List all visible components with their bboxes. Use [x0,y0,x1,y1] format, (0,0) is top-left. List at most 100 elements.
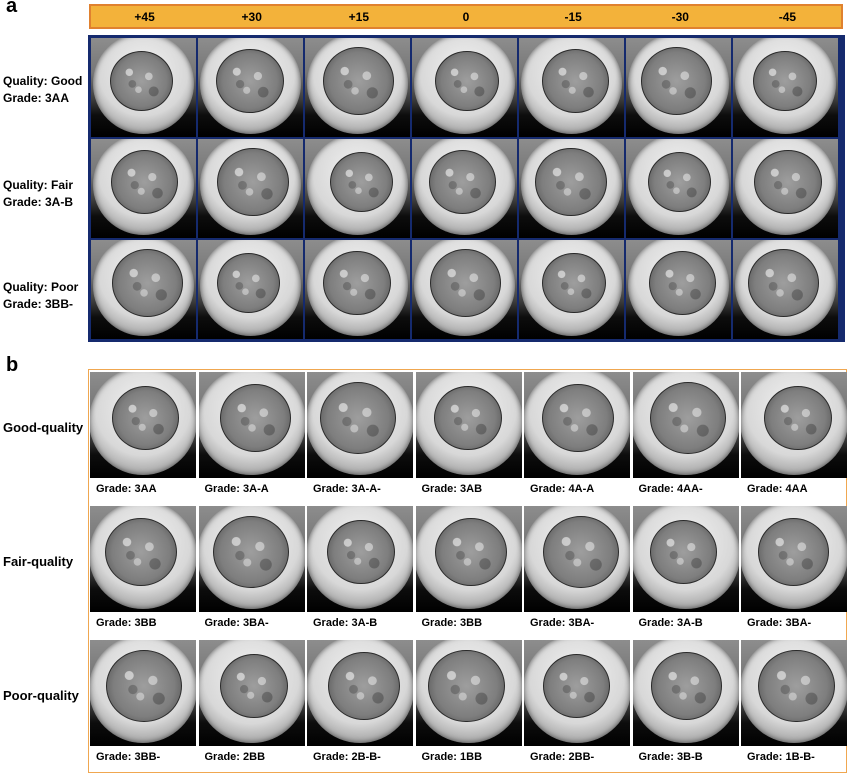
grade-cell: Grade: 2BB- [524,640,630,763]
grade-label: Grade: 3B-B [638,751,703,763]
embryo-micrograph [307,506,413,612]
embryo-micrograph [415,506,522,612]
grade-cell: Grade: 1B-B- [741,640,847,763]
row-label-good-quality: Good-quality [3,420,84,435]
row-label-fair-quality: Fair-quality [3,554,74,569]
embryo-micrograph [198,506,305,612]
grade-cell: Grade: 3A-A [198,372,305,495]
grade-cell: Grade: 3BA- [198,506,305,629]
quality-label: Quality: Fair [3,178,74,192]
embryo-micrograph [412,139,517,238]
embryo-micrograph [519,240,624,339]
grade-cell: Grade: 3AB [415,372,522,495]
embryo-micrograph [741,640,847,746]
embryo-micrograph [741,506,847,612]
grade-label: Grade: 3AA [3,91,70,105]
grade-label: Grade: 3A-B [638,617,703,629]
grade-label: Grade: 3BB- [3,297,74,311]
embryo-micrograph [90,506,196,612]
embryo-micrograph [632,640,739,746]
grade-label: Grade: 3A-B [3,195,74,209]
embryo-micrograph [198,240,303,339]
row-label-poor: Quality: Poor Grade: 3BB- [3,279,83,313]
grade-cell: Grade: 3A-B [307,506,413,629]
quality-label: Quality: Good [3,74,83,88]
embryo-micrograph [524,506,630,612]
grade-label: Grade: 1B-B- [747,751,815,763]
grade-cell: Grade: 2BB [198,640,305,763]
grade-cell: Grade: 4AA [741,372,847,495]
angle-label: +45 [134,10,155,24]
embryo-micrograph [632,372,739,478]
angle-image-grid [88,35,845,342]
embryo-micrograph [415,372,522,478]
embryo-micrograph [198,640,305,746]
embryo-micrograph [305,240,410,339]
angle-label: +15 [348,10,370,24]
row-label-fair: Quality: Fair Grade: 3A-B [3,177,83,211]
embryo-micrograph [626,38,731,137]
angle-label: -30 [671,10,689,24]
embryo-micrograph [519,38,624,137]
grade-label: Grade: 3BB [96,617,157,629]
embryo-micrograph [198,38,303,137]
grade-cell: Grade: 3A-B [632,506,739,629]
grade-cell: Grade: 3BB- [90,640,196,763]
angle-header-bar: +45 +30 +15 0 -15 -30 -45 [89,4,843,29]
embryo-micrograph [524,640,630,746]
grade-cell: Grade: 3BB [90,506,196,629]
grade-label: Grade: 3BA- [530,617,595,629]
angle-label: -15 [564,10,582,24]
embryo-micrograph [741,372,847,478]
embryo-micrograph [415,640,522,746]
grade-label: Grade: 4AA- [638,483,703,495]
grade-label: Grade: 1BB [421,751,483,763]
quality-label: Quality: Poor [3,280,79,294]
embryo-micrograph [307,640,413,746]
embryo-micrograph [626,139,731,238]
embryo-micrograph [307,372,413,478]
grade-label: Grade: 3BA- [204,617,269,629]
grade-cell: Grade: 3A-A- [307,372,413,495]
embryo-micrograph [90,640,196,746]
angle-label: +30 [241,10,262,24]
grade-cell: Grade: 1BB [415,640,522,763]
grade-label: Grade: 3BB- [96,751,161,763]
grade-label: Grade: 3A-B [313,617,378,629]
grade-label: Grade: 2B-B- [313,751,381,763]
grade-cell: Grade: 3BB [415,506,522,629]
grade-label: Grade: 2BB- [530,751,595,763]
embryo-micrograph [524,372,630,478]
embryo-micrograph [91,139,196,238]
grade-label: Grade: 4A-A [530,483,595,495]
grade-cell: Grade: 2B-B- [307,640,413,763]
embryo-micrograph [412,38,517,137]
panel-b-letter: b [6,354,19,376]
grade-label: Grade: 3AA [96,483,157,495]
grade-image-grid: Grade: 3AA Grade: 3A-A Grade: 3A-A- Grade: … [88,369,847,773]
embryo-micrograph [733,38,838,137]
embryo-micrograph [733,139,838,238]
grade-cell: Grade: 3BA- [524,506,630,629]
embryo-micrograph [198,372,305,478]
grade-cell: Grade: 3B-B [632,640,739,763]
grade-cell: Grade: 4A-A [524,372,630,495]
grade-label: Grade: 4AA [747,483,808,495]
grade-label: Grade: 3BB [421,617,483,629]
embryo-micrograph [626,240,731,339]
panel-a-letter: a [6,0,18,17]
embryo-micrograph [91,240,196,339]
angle-label: 0 [462,10,470,24]
embryo-micrograph [198,139,303,238]
embryo-micrograph [91,38,196,137]
embryo-micrograph [519,139,624,238]
embryo-micrograph [90,372,196,478]
grade-label: Grade: 3A-A- [313,483,381,495]
embryo-micrograph [305,139,410,238]
grade-label: Grade: 3BA- [747,617,812,629]
grade-label: Grade: 3AB [421,483,483,495]
embryo-micrograph [632,506,739,612]
row-label-good: Quality: Good Grade: 3AA [3,73,83,107]
grade-cell: Grade: 3AA [90,372,196,495]
angle-label: -45 [778,10,797,24]
